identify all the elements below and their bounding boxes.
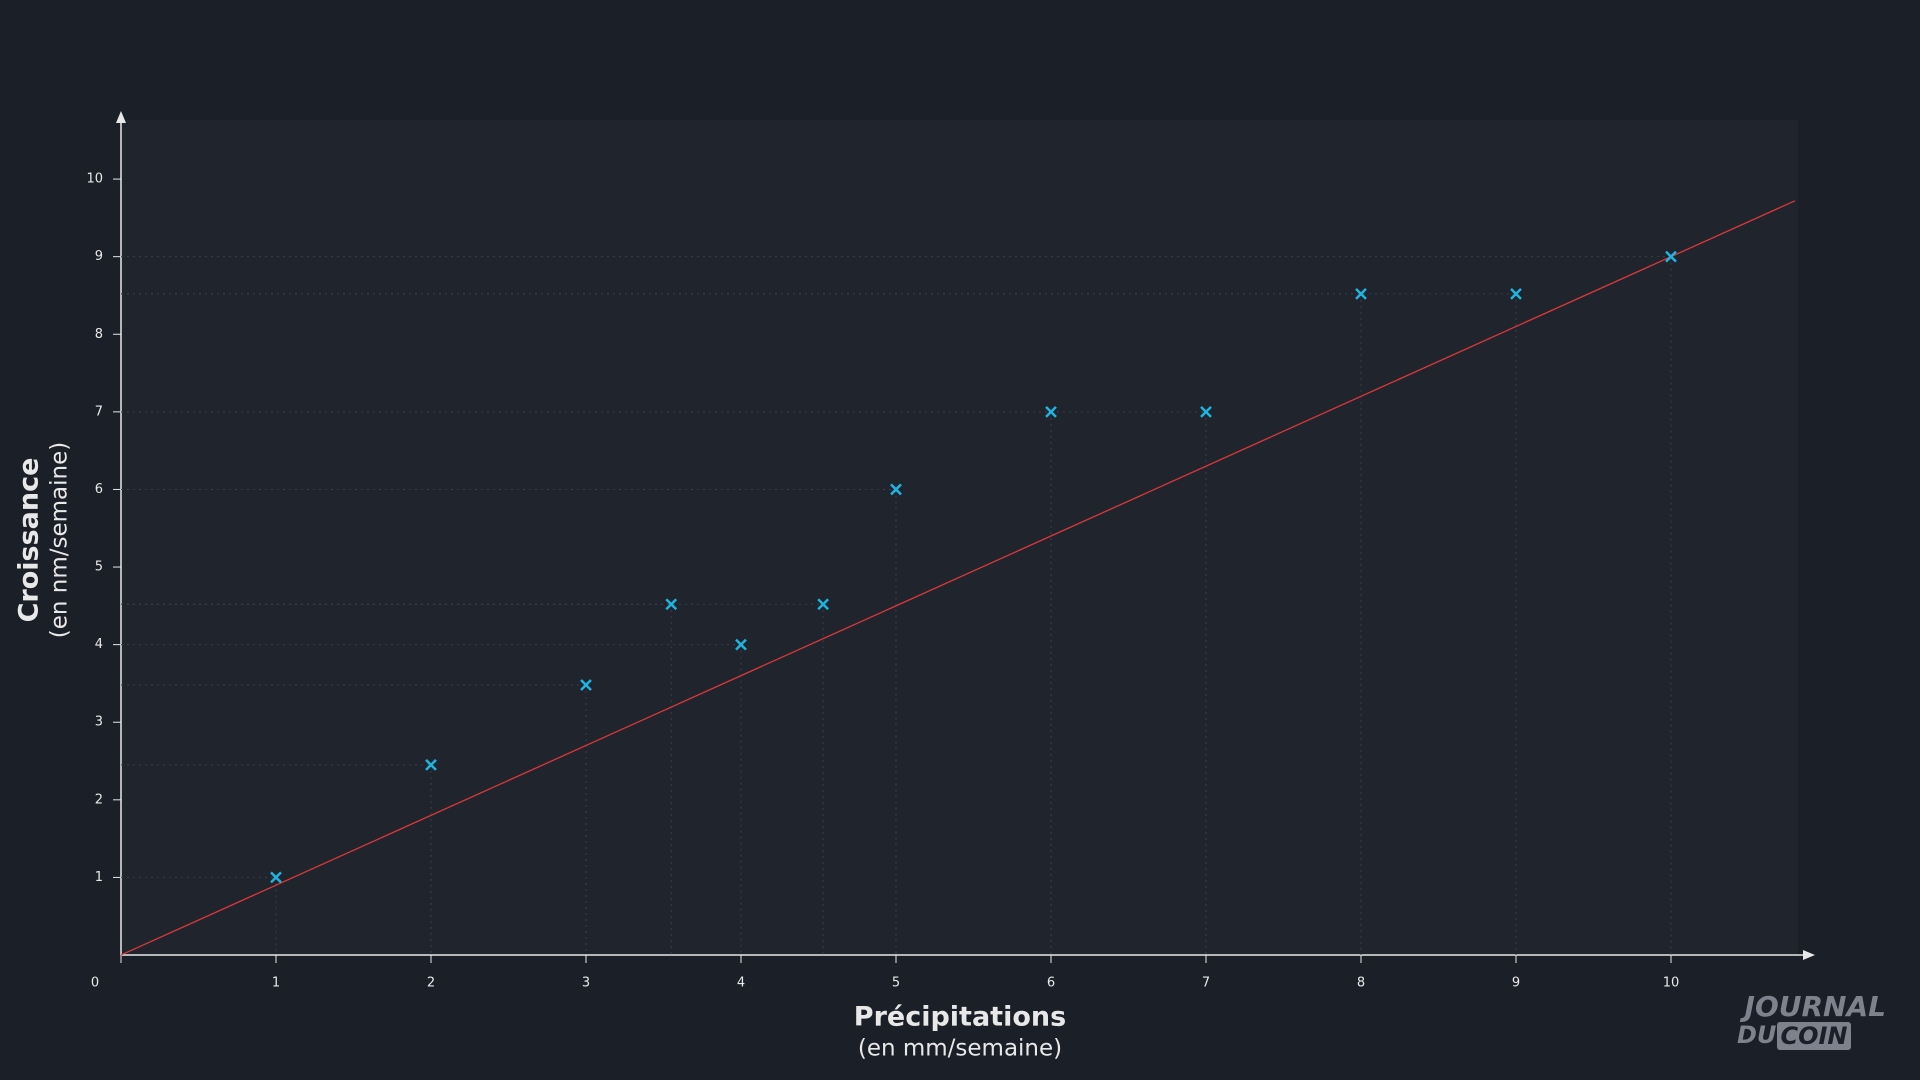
x-tick-label: 2 (427, 976, 435, 991)
point (1665, 250, 1677, 263)
point (1510, 288, 1522, 300)
x-tick-label: 0 (91, 976, 99, 991)
y-tick-label: 3 (95, 715, 103, 730)
point (580, 679, 592, 691)
point (890, 483, 902, 496)
y-tick-label: 10 (86, 172, 103, 187)
x-tick-label: 10 (1663, 976, 1680, 991)
y-tick-label: 8 (95, 327, 103, 342)
logo-text: JOURNAL (1740, 990, 1886, 1023)
point (1355, 288, 1367, 300)
x-tick-label: 5 (892, 976, 900, 991)
point (270, 871, 282, 884)
fit-line (120, 200, 1796, 956)
x-axis-arrow (1803, 950, 1815, 960)
point (665, 598, 678, 611)
logo-box (1777, 1022, 1851, 1050)
y-tick-label: 4 (95, 637, 103, 652)
x-tick-label: 3 (582, 976, 590, 991)
x-tick-label: 7 (1202, 976, 1210, 991)
point (817, 598, 830, 611)
x-tick-label: 1 (272, 976, 280, 991)
x-tick-label: 6 (1047, 976, 1055, 991)
point (1045, 405, 1057, 418)
x-axis-title: Précipitations (854, 1002, 1066, 1033)
y-axis-title: Croissance (14, 458, 45, 623)
y-tick-label: 5 (95, 560, 103, 575)
y-axis-subtitle: (en nm/semaine) (47, 442, 73, 638)
logo-text: DU (1737, 1021, 1776, 1049)
x-tick-label: 4 (737, 976, 745, 991)
y-tick-label: 7 (95, 404, 103, 419)
y-tick-label: 1 (95, 870, 103, 885)
plot-area (122, 120, 1798, 955)
y-tick-label: 6 (95, 482, 103, 497)
x-tick-label: 9 (1512, 976, 1520, 991)
y-tick-label: 2 (95, 792, 103, 807)
logo-text: COIN (1780, 1022, 1847, 1050)
point (1200, 405, 1212, 418)
x-tick-label: 8 (1357, 976, 1365, 991)
x-axis-subtitle: (en mm/semaine) (858, 1036, 1062, 1062)
logo: JOURNAL DU COIN (1737, 990, 1886, 1050)
point (735, 638, 747, 651)
point (425, 759, 437, 771)
y-tick-label: 9 (95, 249, 103, 264)
y-axis-arrow (116, 111, 126, 123)
